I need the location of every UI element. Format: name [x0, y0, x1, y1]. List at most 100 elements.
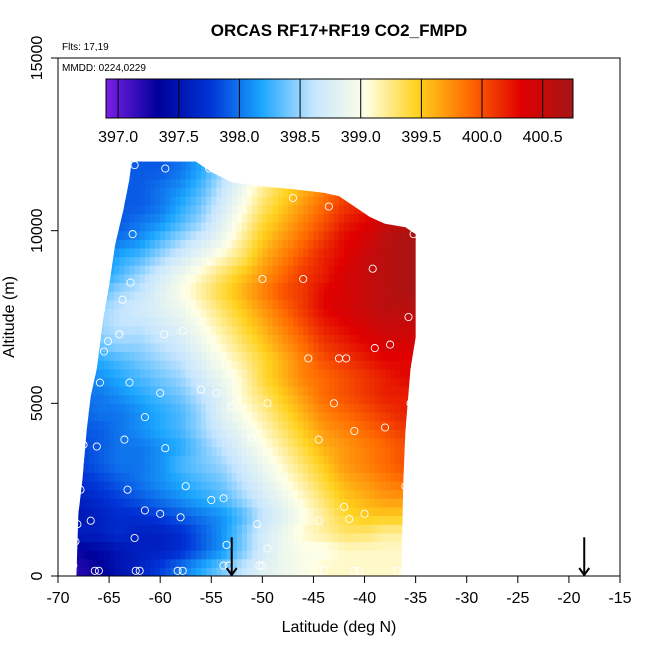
heatmap-cell	[318, 472, 325, 482]
heatmap-cell	[267, 161, 274, 171]
heatmap-cell	[231, 394, 238, 404]
heatmap-cell	[267, 196, 274, 206]
heatmap-cell	[119, 420, 126, 430]
heatmap-cell	[185, 437, 192, 448]
heatmap-cell	[221, 472, 228, 482]
heatmap-cell	[211, 463, 217, 473]
heatmap-cell	[364, 291, 371, 301]
heatmap-cell	[83, 446, 90, 456]
heatmap-cell	[231, 489, 238, 499]
heatmap-cell	[303, 204, 309, 214]
heatmap-cell	[226, 386, 233, 396]
heatmap-cell	[277, 204, 284, 214]
heatmap-cell	[395, 204, 401, 214]
heatmap-cell	[405, 325, 412, 335]
heatmap-cell	[170, 506, 177, 517]
heatmap-cell	[277, 342, 284, 353]
heatmap-cell	[364, 481, 371, 491]
heatmap-cell	[318, 386, 325, 396]
heatmap-cell	[364, 308, 371, 318]
heatmap-cell	[247, 403, 253, 413]
heatmap-cell	[313, 265, 320, 275]
heatmap-cell	[369, 325, 376, 335]
heatmap-cell	[83, 429, 90, 439]
heatmap-cell	[119, 377, 126, 387]
heatmap-cell	[124, 567, 131, 576]
heatmap-cell	[262, 506, 269, 517]
heatmap-cell	[395, 299, 401, 309]
heatmap-cell	[390, 196, 396, 206]
heatmap-cell	[303, 273, 309, 284]
heatmap-cell	[308, 429, 315, 439]
heatmap-cell	[124, 541, 131, 551]
heatmap-cell	[323, 230, 330, 240]
heatmap-cell	[247, 481, 253, 491]
heatmap-cell	[267, 239, 274, 249]
heatmap-cell	[277, 377, 284, 387]
heatmap-cell	[165, 317, 171, 327]
heatmap-cell	[416, 429, 422, 438]
heatmap-cell	[124, 446, 131, 456]
heatmap-cell	[216, 230, 223, 240]
heatmap-cell	[190, 230, 197, 240]
heatmap-cell	[93, 532, 100, 543]
heatmap-cell	[369, 187, 376, 197]
heatmap-cell	[379, 204, 386, 214]
heatmap-cell	[93, 524, 100, 534]
heatmap-cell	[410, 265, 416, 275]
heatmap-cell	[252, 204, 258, 214]
heatmap-cell	[313, 386, 320, 396]
heatmap-cell	[185, 273, 192, 284]
heatmap-cell	[313, 239, 320, 249]
heatmap-cell	[78, 204, 85, 214]
heatmap-cell	[226, 178, 233, 189]
heatmap-cell	[272, 161, 279, 171]
heatmap-cell	[134, 481, 141, 491]
heatmap-cell	[68, 257, 74, 266]
heatmap-cell	[374, 247, 381, 258]
heatmap-cell	[374, 463, 381, 473]
heatmap-cell	[175, 204, 182, 214]
heatmap-cell	[236, 230, 243, 240]
heatmap-cell	[257, 524, 263, 534]
heatmap-cell	[78, 481, 85, 491]
heatmap-cell	[155, 213, 161, 223]
heatmap-cell	[226, 455, 233, 465]
heatmap-cell	[109, 411, 115, 422]
heatmap-cell	[124, 377, 131, 387]
heatmap-cell	[416, 464, 422, 473]
heatmap-cell	[323, 187, 330, 197]
heatmap-cell	[298, 273, 304, 284]
heatmap-cell	[405, 273, 412, 284]
heatmap-cell	[124, 481, 131, 491]
heatmap-cell	[328, 170, 335, 180]
heatmap-cell	[267, 222, 274, 232]
x-tick-label: -70	[46, 590, 69, 607]
heatmap-cell	[298, 187, 304, 197]
heatmap-cell	[298, 506, 304, 517]
heatmap-cell	[354, 567, 361, 576]
heatmap-cell	[139, 273, 146, 284]
heatmap-cell	[395, 239, 401, 249]
heatmap-cell	[282, 455, 289, 465]
heatmap-cell	[190, 515, 197, 525]
heatmap-cell	[400, 161, 407, 163]
heatmap-cell	[144, 161, 151, 163]
heatmap-cell	[98, 317, 105, 327]
heatmap-cell	[416, 222, 422, 231]
heatmap-cell	[247, 420, 253, 430]
heatmap-cell	[390, 506, 396, 517]
heatmap-cell	[308, 532, 315, 543]
heatmap-cell	[195, 394, 202, 404]
heatmap-cell	[354, 394, 361, 404]
heatmap-cell	[83, 170, 90, 180]
heatmap-cell	[323, 317, 330, 327]
heatmap-cell	[395, 446, 401, 456]
heatmap-cell	[339, 506, 345, 517]
heatmap-cell	[379, 403, 386, 413]
heatmap-cell	[124, 265, 131, 275]
heatmap-cell	[374, 506, 381, 517]
heatmap-cell	[76, 265, 80, 275]
heatmap-cell	[390, 360, 396, 370]
heatmap-cell	[129, 558, 136, 568]
